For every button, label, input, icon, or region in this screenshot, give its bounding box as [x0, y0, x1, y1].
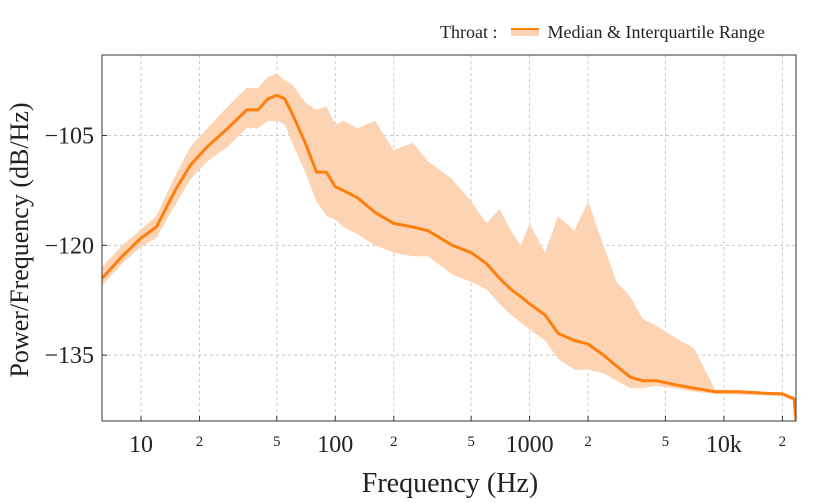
iqr-band — [102, 73, 796, 421]
x-tick-label: 2 — [390, 434, 398, 450]
x-tick-label: 5 — [273, 434, 281, 450]
x-tick-label: 5 — [467, 434, 475, 450]
legend: Throat : Median & Interquartile Range — [440, 20, 765, 44]
axis-ticks: 10 2 5 100 2 5 1000 2 5 10k 2 −105 −120 −135 — [44, 124, 786, 458]
median-line-layer — [102, 93, 796, 421]
y-tick-label: −135 — [44, 343, 94, 369]
x-tick-label: 2 — [196, 434, 204, 450]
x-tick-label: 1000 — [506, 432, 554, 458]
x-axis-label: Frequency (Hz) — [362, 468, 538, 499]
x-tick-label: 2 — [779, 434, 787, 450]
legend-swatch-icon — [511, 28, 540, 36]
y-tick-label: −120 — [44, 233, 94, 259]
x-tick-label: 10 — [129, 432, 153, 458]
x-tick-label: 10k — [706, 432, 742, 458]
median-line — [102, 93, 796, 421]
y-tick-label: −105 — [44, 124, 94, 150]
x-tick-label: 100 — [317, 432, 353, 458]
legend-prefix: Throat : — [440, 21, 498, 42]
iqr-band-layer — [102, 73, 796, 421]
legend-label: Median & Interquartile Range — [547, 21, 765, 42]
plot-frame — [101, 54, 797, 422]
x-tick-label: 2 — [584, 434, 592, 450]
x-tick-label: 5 — [662, 434, 670, 450]
y-axis-label: Power/Frequency (dB/Hz) — [5, 102, 34, 377]
